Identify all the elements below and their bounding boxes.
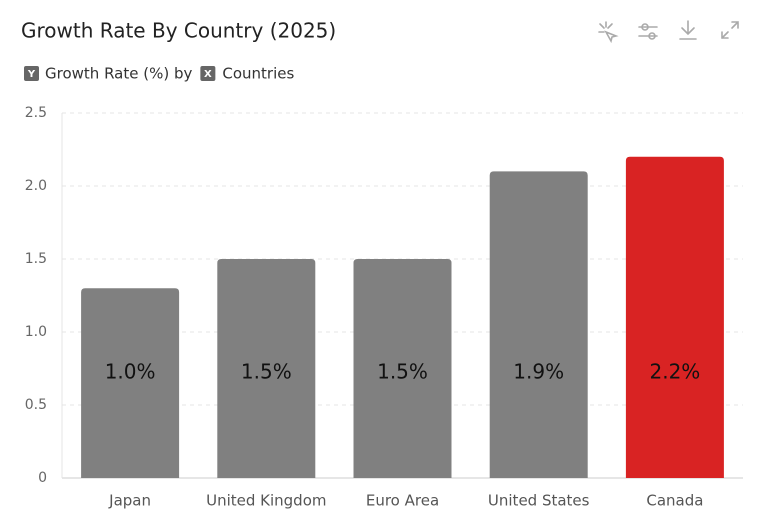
bar [353, 259, 452, 478]
expand-icon[interactable] [721, 21, 739, 39]
x-tick-label: United States [488, 492, 590, 510]
y-tick-label: 2.0 [25, 178, 47, 194]
y-tick-label: 0 [38, 470, 47, 486]
bar-label: 1.0% [105, 360, 156, 384]
bar [81, 288, 180, 478]
toolbar [598, 20, 739, 44]
legend-text: Countries [222, 65, 294, 83]
legend-chip [24, 66, 39, 81]
legend-chip-text: Y [27, 69, 36, 80]
y-tick-label: 0.5 [25, 397, 47, 413]
legend-chip-text: X [204, 69, 212, 80]
x-tick-label: Euro Area [366, 492, 439, 510]
select-icon[interactable] [598, 21, 619, 44]
bar [625, 156, 724, 479]
y-tick-label: 2.5 [25, 105, 47, 121]
download-icon[interactable] [679, 20, 697, 40]
x-tick-label: United Kingdom [206, 492, 326, 510]
legend-chip [200, 66, 216, 81]
bar-label: 1.5% [241, 360, 292, 384]
chart-title: Growth Rate By Country (2025) [21, 19, 336, 43]
y-tick-label: 1.5 [25, 251, 47, 267]
legend-text: Growth Rate (%) by [45, 65, 192, 83]
bar-label: 2.2% [649, 360, 700, 384]
y-tick-label: 1.0 [25, 324, 47, 340]
x-tick-label: Japan [108, 492, 151, 510]
bar-label: 1.9% [513, 360, 564, 384]
bar [489, 171, 588, 478]
bar-label: 1.5% [377, 360, 428, 384]
x-tick-label: Canada [646, 492, 703, 510]
settings-icon[interactable] [638, 23, 658, 40]
bar [217, 259, 316, 478]
